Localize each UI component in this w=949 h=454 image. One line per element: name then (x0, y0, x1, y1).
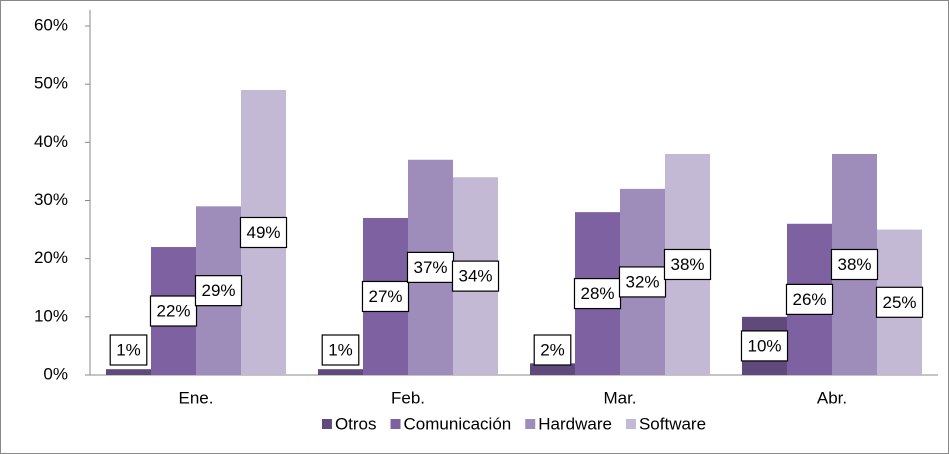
data-label-box (663, 248, 712, 281)
y-tick-label: 30% (34, 190, 68, 209)
data-label-text: 25% (882, 293, 916, 312)
legend-swatch (390, 419, 401, 429)
legend-label: Hardware (538, 414, 612, 433)
data-label-text: 38% (670, 255, 704, 274)
data-label-text: 2% (540, 340, 565, 359)
data-label: 49% (239, 216, 288, 249)
data-label-box (618, 266, 667, 298)
data-label-text: 28% (580, 284, 614, 303)
data-label: 37% (406, 251, 455, 283)
y-tick-label: 60% (34, 15, 68, 34)
data-label-text: 10% (747, 336, 781, 355)
data-label: 29% (194, 275, 243, 307)
data-label: 38% (663, 248, 712, 281)
data-label: 34% (451, 260, 500, 292)
y-tick-label: 0% (43, 364, 68, 383)
data-label-box (573, 277, 622, 310)
data-label-text: 1% (328, 340, 353, 359)
data-label-text: 22% (156, 302, 190, 321)
data-label-text: 1% (116, 340, 141, 359)
data-label-text: 38% (837, 255, 871, 274)
bar (318, 369, 363, 375)
data-label-box (740, 330, 789, 362)
data-label: 27% (361, 280, 410, 313)
y-tick-label: 10% (34, 306, 68, 325)
data-label-text: 49% (246, 223, 280, 242)
data-label-box (109, 334, 148, 366)
data-label-text: 29% (201, 281, 235, 300)
y-tick-label: 20% (34, 248, 68, 267)
data-label-box (830, 248, 879, 281)
data-label-box (451, 260, 500, 292)
legend-swatch (625, 419, 636, 429)
data-label: 25% (875, 286, 924, 318)
x-tick-label: Abr. (817, 388, 847, 407)
legend: Otros Comunicación Hardware Software (321, 414, 706, 433)
y-tick-label: 50% (34, 74, 68, 93)
data-label-box (406, 251, 455, 283)
x-tick-label: Ene. (179, 388, 214, 407)
data-label-box (533, 334, 572, 366)
data-label: 32% (618, 266, 667, 298)
bar (530, 363, 575, 375)
legend-swatch (321, 419, 332, 429)
x-tick-label: Mar. (603, 388, 636, 407)
data-label-box (785, 283, 834, 315)
data-label: 28% (573, 277, 622, 310)
legend-label: Software (639, 414, 706, 433)
legend-label: Otros (335, 414, 377, 433)
y-tick-label: 40% (34, 132, 68, 151)
data-label: 2% (533, 334, 572, 366)
data-label-box (149, 295, 198, 327)
data-label: 10% (740, 330, 789, 362)
data-label-box (875, 286, 924, 318)
data-label-box (361, 280, 410, 313)
bar (106, 369, 151, 375)
data-label-box (321, 334, 360, 366)
data-label-box (194, 275, 243, 307)
data-label-text: 27% (368, 287, 402, 306)
data-label-box (239, 216, 288, 249)
legend-swatch (525, 419, 536, 429)
data-label-text: 26% (792, 290, 826, 309)
data-label-text: 34% (458, 267, 492, 286)
legend-label: Comunicación (404, 414, 512, 433)
data-label-text: 32% (625, 272, 659, 291)
x-tick-label: Feb. (391, 388, 425, 407)
data-label: 26% (785, 283, 834, 315)
data-label: 1% (321, 334, 360, 366)
data-label: 1% (109, 334, 148, 366)
data-label: 38% (830, 248, 879, 281)
data-label-text: 37% (413, 258, 447, 277)
data-label: 22% (149, 295, 198, 327)
